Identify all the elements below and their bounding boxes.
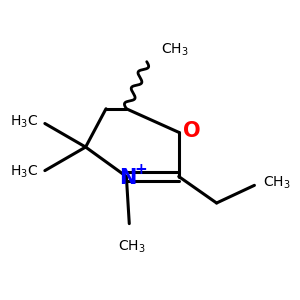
Text: N: N bbox=[119, 168, 136, 188]
Text: CH$_3$: CH$_3$ bbox=[161, 42, 189, 58]
Text: H$_3$C: H$_3$C bbox=[10, 114, 38, 130]
Text: +: + bbox=[134, 162, 147, 177]
Text: CH$_3$: CH$_3$ bbox=[263, 174, 291, 190]
Text: CH$_3$: CH$_3$ bbox=[118, 238, 146, 255]
Text: O: O bbox=[183, 121, 201, 141]
Text: H$_3$C: H$_3$C bbox=[10, 164, 38, 180]
